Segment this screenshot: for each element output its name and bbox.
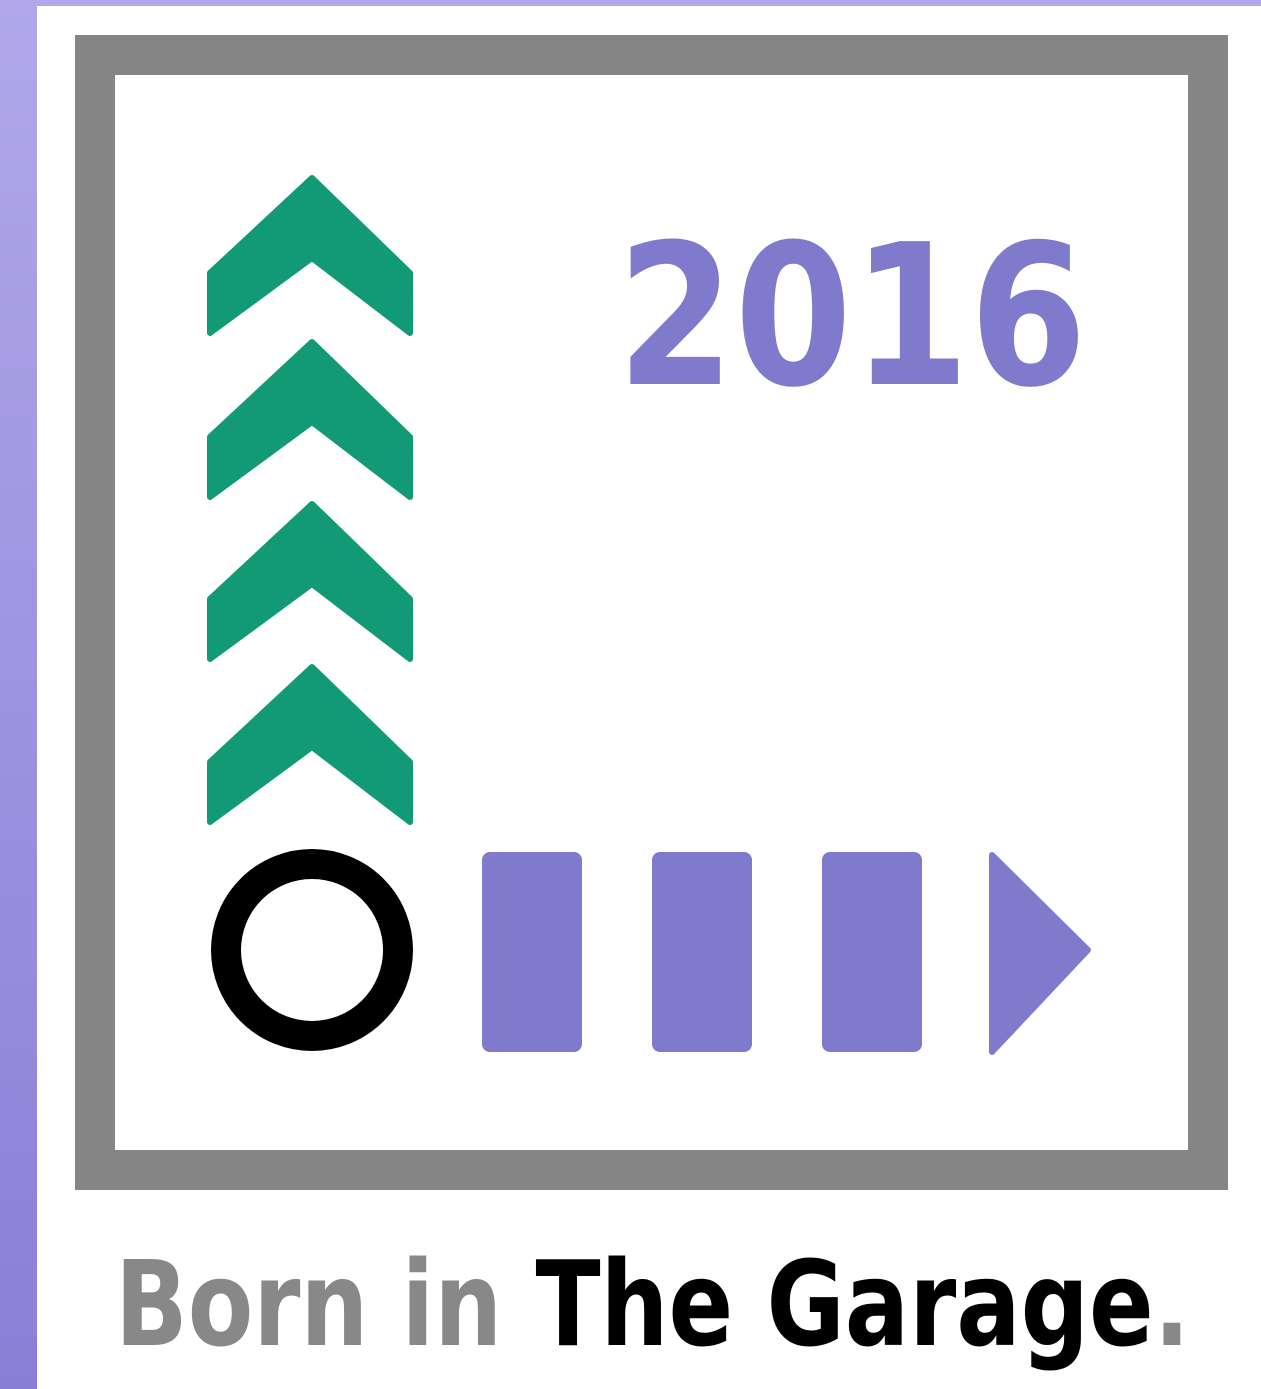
chevron <box>210 504 410 659</box>
chevron <box>210 667 410 822</box>
chevron <box>210 178 410 333</box>
tagline-part: Born in <box>115 1235 535 1373</box>
blocks <box>482 852 1091 1055</box>
side-strip <box>0 0 37 1389</box>
top-strip <box>0 0 1261 6</box>
year: 2016 <box>617 203 1087 431</box>
circle <box>211 849 413 1051</box>
tagline: Born in The Garage. <box>115 1235 1190 1373</box>
tagline-part: The Garage <box>535 1235 1153 1373</box>
tagline-part: . <box>1154 1235 1190 1373</box>
frame <box>75 35 1228 1190</box>
block <box>822 852 922 1052</box>
chevron <box>210 342 410 497</box>
block <box>652 852 752 1052</box>
block <box>482 852 582 1052</box>
chevrons <box>210 178 410 822</box>
arrow-head <box>989 852 1091 1055</box>
